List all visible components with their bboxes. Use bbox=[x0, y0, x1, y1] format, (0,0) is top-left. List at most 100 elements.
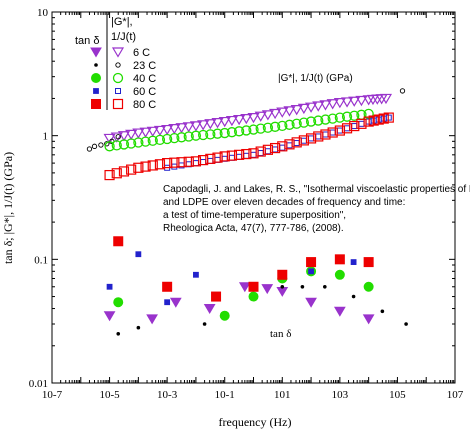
data-point bbox=[305, 116, 317, 127]
legend-marker-open bbox=[112, 98, 124, 110]
data-point bbox=[125, 129, 138, 141]
data-point bbox=[241, 125, 252, 136]
data-point bbox=[262, 144, 273, 155]
data-point bbox=[399, 88, 406, 94]
data-point bbox=[349, 110, 360, 121]
data-point bbox=[298, 117, 310, 128]
data-point bbox=[106, 283, 113, 290]
data-point bbox=[272, 146, 279, 153]
data-point bbox=[207, 157, 214, 164]
data-point bbox=[147, 160, 158, 171]
data-point bbox=[255, 123, 266, 134]
data-point bbox=[306, 257, 317, 268]
y-tick-label: 10 bbox=[37, 7, 49, 19]
data-point bbox=[205, 129, 216, 140]
x-tick-label: 107 bbox=[447, 389, 464, 401]
data-point bbox=[113, 236, 124, 247]
data-point bbox=[86, 146, 93, 152]
data-point bbox=[240, 113, 253, 125]
data-point bbox=[154, 159, 166, 170]
x-tick-label: 105 bbox=[389, 389, 406, 401]
data-point bbox=[161, 133, 173, 145]
data-point bbox=[254, 111, 267, 122]
data-point bbox=[322, 131, 329, 138]
data-point bbox=[233, 114, 246, 126]
data-point bbox=[117, 131, 131, 142]
series-tan-6c bbox=[103, 282, 375, 325]
data-point bbox=[269, 142, 281, 154]
data-point bbox=[349, 120, 360, 132]
data-point bbox=[350, 259, 357, 265]
data-point bbox=[193, 271, 199, 278]
data-point bbox=[111, 168, 122, 179]
data-point bbox=[116, 331, 121, 336]
data-point bbox=[168, 124, 181, 135]
data-point bbox=[262, 122, 274, 133]
data-point bbox=[234, 149, 245, 160]
data-point bbox=[305, 102, 318, 113]
data-point bbox=[139, 127, 152, 138]
data-point bbox=[218, 116, 231, 128]
data-point bbox=[336, 127, 343, 134]
data-point bbox=[358, 120, 365, 127]
data-point bbox=[298, 135, 309, 146]
data-point bbox=[98, 142, 104, 148]
data-point bbox=[291, 118, 302, 129]
data-point bbox=[103, 133, 116, 145]
legend-label: 23 C bbox=[133, 60, 156, 72]
data-point bbox=[110, 132, 123, 143]
data-point bbox=[164, 299, 171, 306]
data-point bbox=[255, 146, 266, 157]
y-axis-title: tan δ; |G*|, 1/J(t) (GPa) bbox=[1, 152, 15, 264]
tan-delta-annotation: tan δ bbox=[270, 328, 291, 340]
data-point bbox=[104, 141, 110, 147]
data-point bbox=[363, 281, 374, 292]
data-point bbox=[211, 118, 224, 129]
data-point bbox=[169, 133, 180, 144]
legend-entry: 40 C bbox=[91, 72, 156, 85]
data-point bbox=[300, 137, 307, 144]
data-point bbox=[327, 113, 338, 124]
data-point bbox=[334, 112, 346, 123]
legend-marker-filled bbox=[91, 73, 101, 83]
legend-marker-open bbox=[112, 72, 124, 84]
series-modulus-6c bbox=[103, 93, 393, 145]
data-point bbox=[238, 282, 251, 293]
data-point bbox=[315, 133, 322, 140]
citation-line-2: and LDPE over eleven decades of frequenc… bbox=[163, 197, 405, 208]
data-point bbox=[341, 111, 353, 122]
data-point bbox=[192, 160, 199, 167]
legend-marker-filled bbox=[90, 47, 102, 58]
data-point bbox=[362, 314, 375, 325]
data-point bbox=[269, 108, 282, 120]
data-point bbox=[308, 135, 315, 142]
data-point bbox=[226, 150, 238, 161]
data-point bbox=[283, 106, 296, 117]
data-point bbox=[286, 142, 293, 149]
data-point bbox=[154, 134, 166, 146]
legend-marker-open bbox=[115, 88, 121, 94]
data-point bbox=[104, 141, 115, 152]
data-point bbox=[118, 166, 130, 177]
data-point bbox=[203, 304, 216, 315]
data-point bbox=[197, 129, 209, 141]
data-point bbox=[355, 95, 368, 107]
data-point bbox=[236, 153, 243, 160]
legend-entry: 80 C bbox=[91, 98, 156, 111]
x-tick-label: 10-1 bbox=[215, 389, 235, 401]
legend-marker-open bbox=[111, 47, 125, 58]
data-point bbox=[327, 127, 338, 138]
data-point bbox=[233, 126, 245, 137]
data-point bbox=[308, 268, 314, 275]
data-point bbox=[111, 140, 122, 151]
data-point bbox=[133, 137, 144, 148]
data-point bbox=[140, 161, 151, 172]
data-point bbox=[248, 148, 259, 159]
series-tan-60c bbox=[106, 251, 357, 306]
data-point bbox=[277, 141, 288, 152]
data-point bbox=[341, 123, 353, 134]
data-point bbox=[219, 310, 230, 321]
x-tick-label: 103 bbox=[332, 389, 349, 401]
